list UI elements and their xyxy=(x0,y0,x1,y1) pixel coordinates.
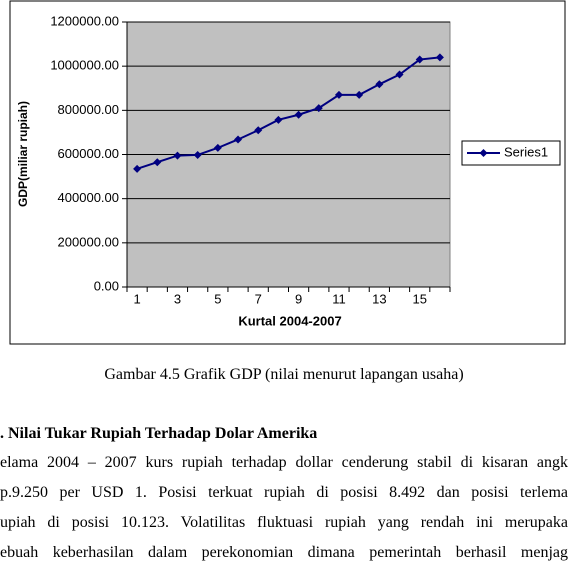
y-axis-title: GDP(miliar rupiah) xyxy=(16,101,30,207)
legend-marker xyxy=(479,149,488,157)
marker xyxy=(254,126,263,135)
x-tick-label: 9 xyxy=(295,291,302,306)
marker xyxy=(133,164,142,173)
marker xyxy=(435,53,444,62)
marker xyxy=(334,90,343,99)
marker xyxy=(234,135,243,144)
legend-label: Series1 xyxy=(504,144,548,159)
y-tick-label: 800000.00 xyxy=(58,102,119,117)
series-line xyxy=(136,56,441,170)
y-tick-label: 600000.00 xyxy=(58,146,119,161)
marker xyxy=(294,110,303,119)
x-tick-label: 15 xyxy=(412,291,426,306)
marker xyxy=(415,55,424,64)
paragraph-line: elama 2004 – 2007 kurs rupiah terhadap d… xyxy=(0,454,568,471)
x-tick-label: 7 xyxy=(255,291,262,306)
marker xyxy=(274,115,283,124)
x-tick-label: 1 xyxy=(133,291,140,306)
heading: . Nilai Tukar Rupiah Terhadap Dolar Amer… xyxy=(0,425,318,442)
paragraph-line: ebuah keberhasilan dalam perekonomian di… xyxy=(0,544,568,561)
marker xyxy=(395,70,404,79)
y-tick-label: 0.00 xyxy=(94,278,119,293)
x-tick-label: 3 xyxy=(174,291,181,306)
y-tick-label: 1000000.00 xyxy=(50,58,119,73)
y-tick-label: 1200000.00 xyxy=(50,13,119,28)
marker xyxy=(375,80,384,89)
marker xyxy=(193,150,202,159)
x-tick-label: 5 xyxy=(214,291,221,306)
marker xyxy=(213,143,222,152)
marker xyxy=(314,104,323,113)
marker xyxy=(153,158,162,167)
y-tick-label: 400000.00 xyxy=(58,190,119,205)
x-tick-label: 11 xyxy=(332,291,346,306)
caption: Gambar 4.5 Grafik GDP (nilai menurut lap… xyxy=(104,366,464,383)
x-tick-label: 13 xyxy=(372,291,386,306)
marker xyxy=(355,90,364,99)
x-axis-title: Kurtal 2004-2007 xyxy=(238,313,341,328)
chart: Kurtal 2004-2007 GDP(miliar rupiah) 0.00… xyxy=(9,0,566,345)
paragraph-line: upiah di posisi 10.123. Volatilitas fluk… xyxy=(0,514,568,531)
marker xyxy=(173,151,182,160)
paragraph-line: p.9.250 per USD 1. Posisi terkuat rupiah… xyxy=(0,484,568,501)
y-tick-label: 200000.00 xyxy=(58,234,119,249)
